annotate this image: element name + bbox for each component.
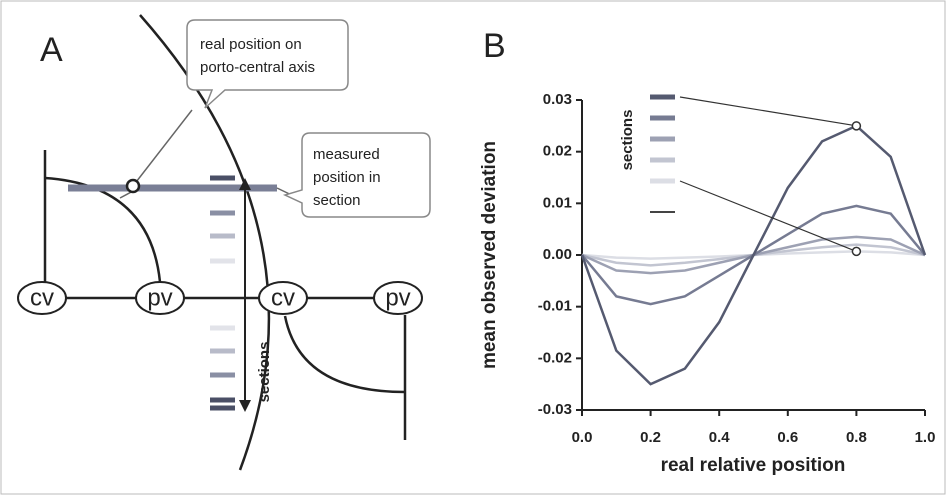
marker bbox=[851, 121, 862, 131]
pointer bbox=[132, 109, 193, 187]
node-label: pv bbox=[385, 284, 410, 311]
arc bbox=[283, 315, 406, 394]
x-tick-label: 0.0 bbox=[572, 429, 593, 446]
y-axis-title: mean observed deviation bbox=[479, 141, 500, 369]
callout bbox=[282, 132, 431, 218]
callout-text: position in bbox=[313, 169, 381, 186]
callout-text: measured bbox=[313, 146, 380, 163]
x-tick-label: 0.4 bbox=[709, 429, 731, 446]
pointer bbox=[679, 180, 857, 252]
callout-text: real position on bbox=[200, 36, 302, 53]
callout-text: section bbox=[313, 192, 361, 209]
x-tick-label: 1.0 bbox=[915, 429, 936, 446]
x-tick-label: 0.6 bbox=[777, 429, 798, 446]
panel-b: B mean observed deviation real relative … bbox=[479, 27, 935, 476]
x-tick-label: 0.8 bbox=[846, 429, 867, 446]
sections-label: sections bbox=[256, 342, 273, 403]
panel-label: B bbox=[483, 27, 506, 65]
node-label: cv bbox=[30, 284, 54, 311]
y-tick-label: -0.01 bbox=[538, 298, 572, 315]
marker bbox=[851, 246, 862, 257]
panel-a: A cv pv cv pv real position on porto-cen… bbox=[17, 14, 431, 471]
pointer bbox=[679, 96, 857, 127]
y-tick-label: 0.00 bbox=[543, 246, 572, 263]
node bbox=[17, 281, 67, 315]
callout-text: porto-central axis bbox=[200, 59, 315, 76]
y-tick-label: 0.01 bbox=[543, 194, 572, 211]
position-marker bbox=[125, 178, 141, 194]
y-tick-label: -0.03 bbox=[538, 401, 572, 418]
legend-title: sections bbox=[619, 110, 636, 171]
node bbox=[258, 281, 308, 315]
node bbox=[373, 281, 423, 315]
y-tick-label: -0.02 bbox=[538, 349, 572, 366]
series-line bbox=[580, 124, 927, 386]
node-label: cv bbox=[271, 284, 295, 311]
arc bbox=[44, 176, 162, 283]
y-tick-label: 0.02 bbox=[543, 143, 572, 160]
panel-label: A bbox=[40, 31, 63, 69]
x-tick-label: 0.2 bbox=[640, 429, 661, 446]
node-label: pv bbox=[147, 284, 172, 311]
node bbox=[135, 281, 185, 315]
x-axis-title: real relative position bbox=[661, 455, 846, 476]
y-tick-label: 0.03 bbox=[543, 91, 572, 108]
callout bbox=[186, 19, 349, 109]
